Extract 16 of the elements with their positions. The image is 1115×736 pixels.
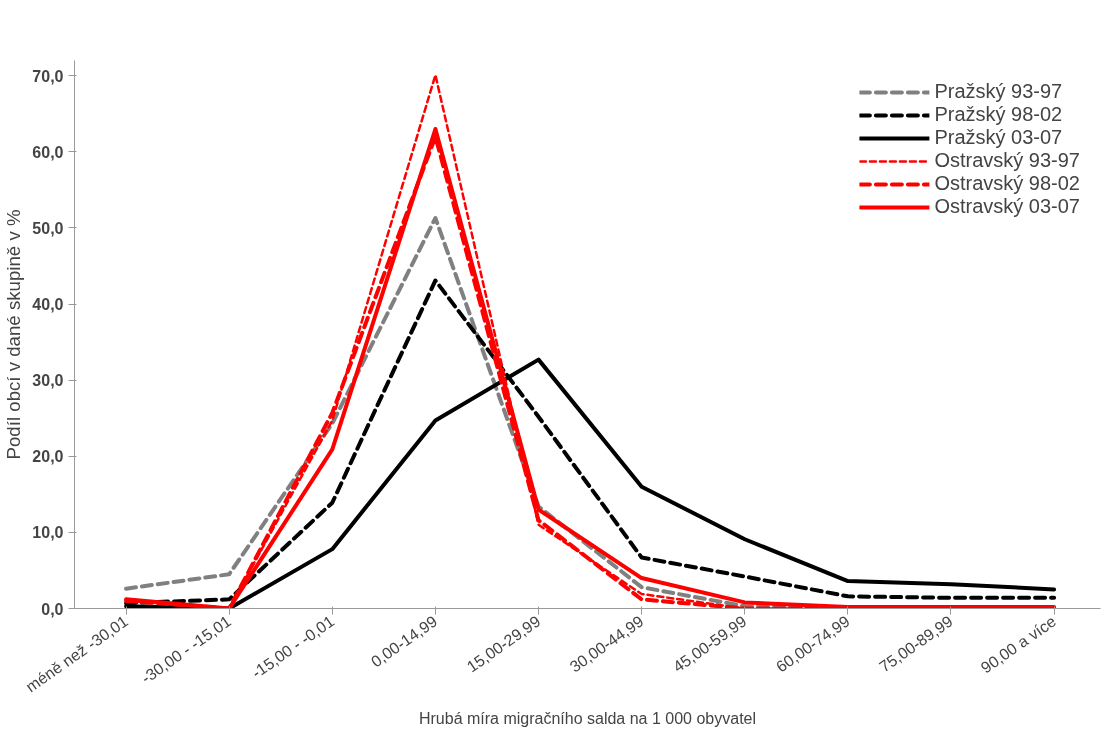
legend-label: Pražský 03-07 — [934, 126, 1063, 149]
y-tick-label: 30,0 — [32, 372, 64, 390]
y-axis-title: Podíl obcí v dané skupině v % — [3, 209, 25, 460]
y-tick-label: 70,0 — [32, 67, 64, 85]
y-tick-label: 0,0 — [41, 600, 64, 618]
y-tick-label: 20,0 — [32, 448, 64, 466]
legend-label: Pražský 93-97 — [934, 80, 1063, 103]
y-tick-label: 60,0 — [32, 143, 64, 161]
legend-label: Ostravský 93-97 — [934, 149, 1080, 172]
x-axis-title: Hrubá míra migračního salda na 1 000 obyvatel — [418, 710, 757, 728]
y-tick-label: 10,0 — [32, 524, 64, 542]
legend-label: Pražský 98-02 — [934, 103, 1063, 126]
y-tick-label: 40,0 — [32, 296, 64, 314]
legend-label: Ostravský 98-02 — [934, 172, 1080, 195]
legend-label: Ostravský 03-07 — [934, 195, 1080, 218]
y-tick-label: 50,0 — [32, 219, 64, 237]
